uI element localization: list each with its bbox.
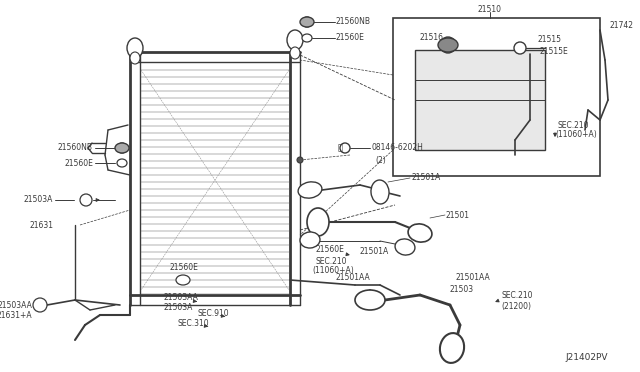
Circle shape (440, 37, 456, 53)
Ellipse shape (127, 38, 143, 58)
Ellipse shape (115, 143, 129, 153)
Text: SEC.910: SEC.910 (198, 308, 230, 317)
Text: Ⓐ: Ⓐ (337, 144, 342, 153)
Ellipse shape (130, 52, 140, 64)
Text: 21501A: 21501A (360, 247, 389, 257)
Text: 21515: 21515 (538, 35, 562, 45)
Ellipse shape (355, 290, 385, 310)
Bar (415, 50, 545, 150)
Text: 21515E: 21515E (540, 48, 569, 57)
Ellipse shape (440, 333, 464, 363)
Text: 21560NB: 21560NB (58, 144, 93, 153)
Text: 21503A: 21503A (24, 196, 53, 205)
Text: 21501AA: 21501AA (335, 273, 370, 282)
Circle shape (302, 17, 312, 27)
Text: 21560E: 21560E (170, 263, 199, 273)
Text: SEC.310: SEC.310 (178, 318, 210, 327)
Text: (2): (2) (375, 155, 386, 164)
Text: (11060+A): (11060+A) (555, 131, 596, 140)
Text: 21501: 21501 (446, 211, 470, 219)
Ellipse shape (176, 275, 190, 285)
Text: 21742: 21742 (610, 20, 634, 29)
Text: 21516: 21516 (420, 33, 444, 42)
Text: 21501A: 21501A (411, 173, 440, 183)
Circle shape (340, 143, 350, 153)
Text: 08146-6202H: 08146-6202H (371, 144, 423, 153)
Circle shape (80, 194, 92, 206)
Text: 21501AA: 21501AA (455, 273, 490, 282)
Text: 21560E: 21560E (336, 33, 365, 42)
Ellipse shape (290, 47, 300, 59)
Ellipse shape (438, 38, 458, 52)
Text: 21503AA: 21503AA (0, 301, 32, 310)
Ellipse shape (395, 239, 415, 255)
Text: 21631: 21631 (29, 221, 53, 230)
Ellipse shape (307, 208, 329, 236)
Text: SEC.210: SEC.210 (558, 121, 589, 129)
Text: 21560E: 21560E (315, 246, 344, 254)
Text: 21560E: 21560E (64, 158, 93, 167)
Ellipse shape (300, 17, 314, 27)
Text: 21503AA: 21503AA (163, 292, 198, 301)
Ellipse shape (287, 30, 303, 50)
Text: SEC.210: SEC.210 (501, 292, 532, 301)
Text: SEC.210: SEC.210 (315, 257, 346, 266)
Text: (21200): (21200) (501, 301, 531, 311)
Text: (11060+A): (11060+A) (312, 266, 354, 276)
Ellipse shape (371, 180, 389, 204)
Ellipse shape (298, 182, 322, 198)
Ellipse shape (408, 224, 432, 242)
Ellipse shape (302, 34, 312, 42)
Text: 21510: 21510 (478, 6, 502, 15)
Text: 21631+A: 21631+A (0, 311, 32, 320)
Circle shape (514, 42, 526, 54)
Ellipse shape (300, 232, 320, 248)
Text: 21560NB: 21560NB (336, 17, 371, 26)
Ellipse shape (117, 159, 127, 167)
Text: 21503A: 21503A (163, 302, 193, 311)
Circle shape (33, 298, 47, 312)
Text: J21402PV: J21402PV (565, 353, 607, 362)
Circle shape (117, 143, 127, 153)
Bar (393, 18, 600, 176)
Circle shape (297, 157, 303, 163)
Text: 21503: 21503 (450, 285, 474, 295)
